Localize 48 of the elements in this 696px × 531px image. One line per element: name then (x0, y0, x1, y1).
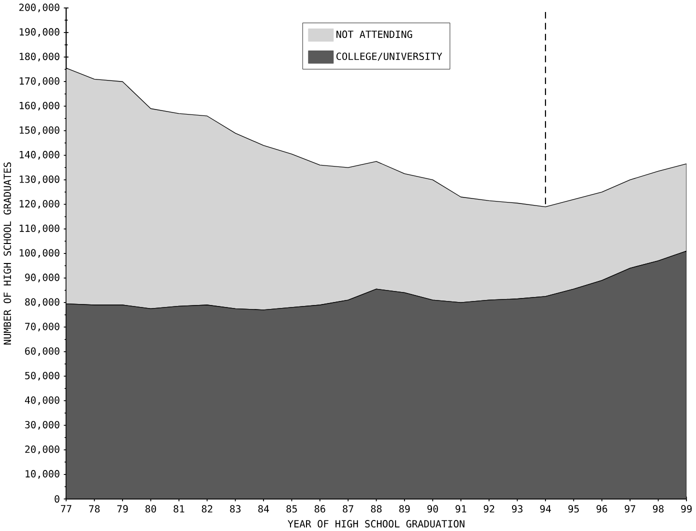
y-tick-label: 60,000 (25, 347, 60, 356)
x-tick-label: 91 (456, 505, 466, 512)
x-tick-label: 95 (568, 505, 579, 512)
y-tick-label: 190,000 (20, 28, 60, 37)
x-tick-label: 80 (145, 505, 156, 512)
x-tick-label: 88 (371, 505, 382, 512)
x-tick-label: 89 (399, 505, 410, 512)
x-tick-label: 92 (484, 505, 494, 512)
x-tick-label: 98 (652, 505, 664, 512)
x-tick-label: 90 (427, 505, 438, 512)
y-tick-label: 200,000 (19, 4, 60, 12)
x-tick-label: 93 (512, 505, 522, 512)
x-tick-label: 87 (342, 505, 354, 512)
y-tick-label: 150,000 (20, 126, 60, 135)
x-tick-label: 99 (681, 505, 692, 512)
y-axis-title: NUMBER OF HIGH SCHOOL GRADUATES (4, 162, 12, 344)
y-tick-label: 10,000 (26, 470, 60, 479)
y-tick-label: 170,000 (20, 77, 60, 86)
x-tick-label: 82 (202, 505, 212, 512)
y-tick-label: 30,000 (25, 420, 60, 430)
x-tick-label: 94 (540, 505, 551, 512)
x-tick-label: 79 (117, 505, 128, 512)
legend-label: COLLEGE/UNIVERSITY (336, 52, 442, 61)
x-tick-label: 86 (314, 505, 326, 512)
y-tick-label: 70,000 (25, 322, 60, 332)
x-tick-label: 84 (258, 505, 269, 512)
y-tick-label: 110,000 (20, 224, 60, 234)
x-tick-label: 83 (230, 505, 241, 512)
legend-label: NOT ATTENDING (336, 30, 412, 38)
y-tick-label: 50,000 (25, 372, 60, 380)
x-tick-label: 97 (624, 505, 636, 512)
y-tick-label: 160,000 (20, 102, 60, 110)
y-tick-label: 180,000 (20, 52, 60, 62)
y-tick-label: 40,000 (24, 396, 60, 406)
y-tick-label: 20,000 (25, 445, 60, 454)
x-tick-label: 81 (174, 505, 184, 512)
x-tick-label: 77 (60, 505, 72, 512)
y-tick-label: 140,000 (20, 150, 60, 160)
y-tick-label: 0 (54, 495, 60, 503)
x-axis-title: YEAR OF HIGH SCHOOL GRADUATION (288, 520, 464, 528)
x-tick-label: 85 (286, 505, 297, 512)
y-tick-label: 90,000 (25, 274, 60, 282)
y-tick-label: 80,000 (25, 298, 60, 307)
x-tick-label: 78 (89, 505, 100, 512)
y-tick-label: 100,000 (20, 249, 60, 258)
y-tick-label: 130,000 (20, 175, 60, 184)
x-tick-label: 96 (596, 505, 608, 512)
y-tick-label: 120,000 (20, 200, 60, 209)
